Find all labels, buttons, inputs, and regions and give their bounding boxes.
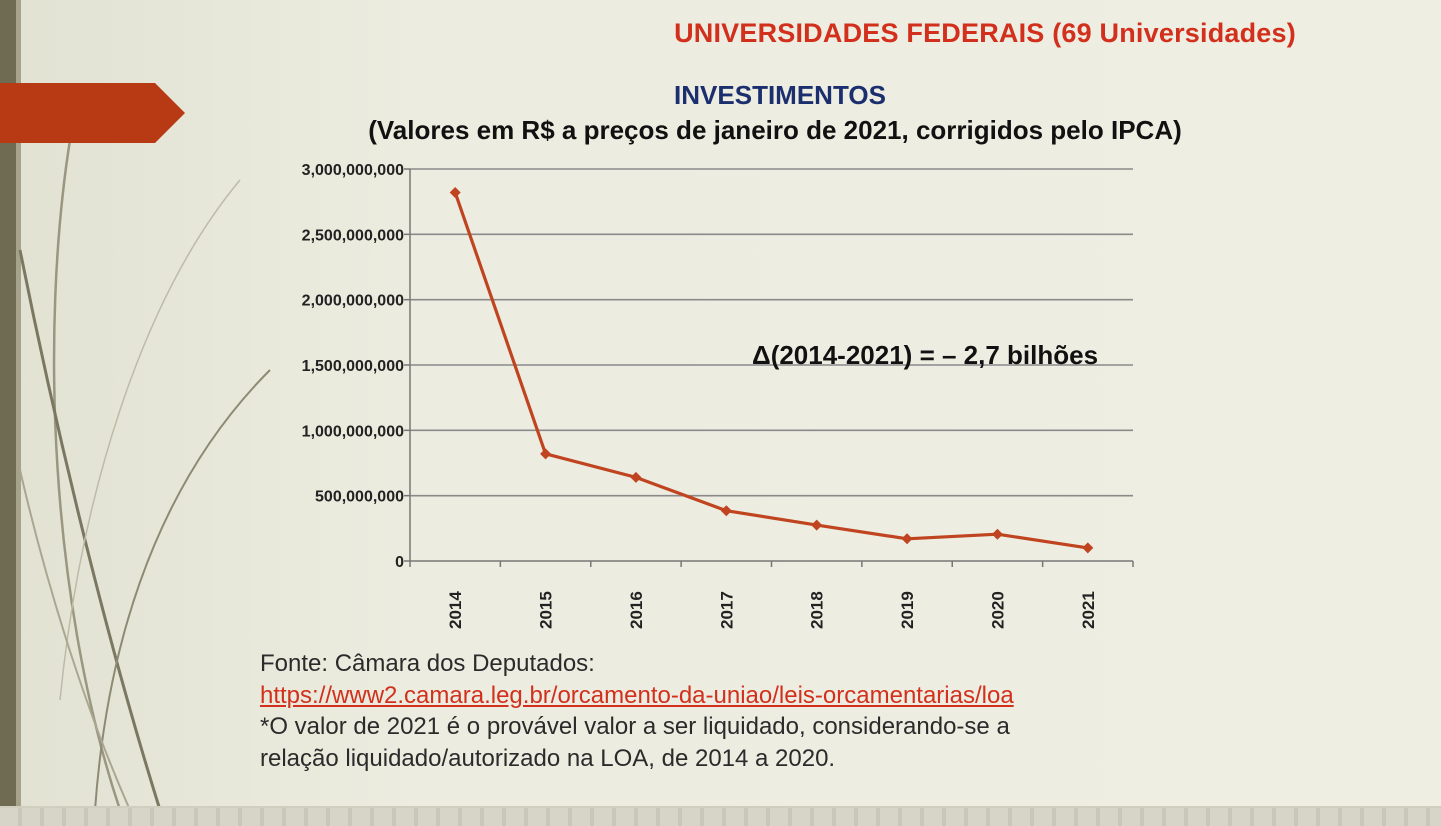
series-line	[453, 191, 1089, 550]
left-border-strip	[0, 0, 16, 826]
y-tick-label: 2,500,000,000	[302, 227, 404, 244]
x-tick-label: 2016	[627, 591, 646, 629]
chart-subtitle: (Valores em R$ a preços de janeiro de 20…	[368, 115, 1182, 145]
y-tick-label: 500,000,000	[315, 489, 404, 506]
y-tick-label: 1,500,000,000	[302, 358, 404, 375]
data-point-marker	[630, 471, 642, 483]
data-point-marker	[449, 187, 461, 199]
chart-gridlines	[410, 168, 1133, 497]
x-tick-label: 2014	[446, 591, 465, 629]
data-point-marker	[811, 519, 823, 531]
x-tick-label: 2021	[1079, 591, 1098, 629]
arrow-banner	[0, 83, 185, 143]
chart-series	[449, 187, 1094, 554]
data-point-marker	[901, 533, 913, 545]
bottom-border	[0, 808, 1441, 826]
y-tick-label: 0	[395, 554, 404, 571]
left-border-inner-strip	[16, 0, 21, 826]
data-point-marker	[720, 505, 732, 517]
source-link[interactable]: https://www2.camara.leg.br/orcamento-da-…	[260, 681, 1014, 709]
chart-axes	[404, 168, 1134, 567]
source-block: Fonte: Câmara dos Deputados: https://www…	[260, 648, 1014, 774]
x-tick-label: 2019	[898, 591, 917, 629]
data-point-marker	[540, 448, 552, 460]
y-axis-tick-labels: 0 500,000,000 1,000,000,000 1,500,000,000 2,…	[302, 162, 404, 571]
chart-annotation-delta: Δ(2014-2021) = – 2,7 bilhões	[752, 340, 1099, 370]
chart-title: INVESTIMENTOS	[674, 80, 886, 110]
data-point-marker	[991, 528, 1003, 540]
data-point-marker	[1082, 542, 1094, 554]
y-tick-label: 2,000,000,000	[302, 293, 404, 310]
decorative-curves	[18, 139, 271, 811]
source-label: Fonte: Câmara dos Deputados:	[260, 650, 595, 677]
x-tick-label: 2015	[537, 591, 556, 629]
bottom-border-line	[0, 806, 1441, 808]
page-header-title: UNIVERSIDADES FEDERAIS (69 Universidades…	[674, 18, 1296, 48]
y-tick-label: 1,000,000,000	[302, 423, 404, 440]
y-tick-label: 3,000,000,000	[302, 162, 404, 179]
x-axis-tick-labels: 2014 2015 2016 2017 2018 2019 2020 2021	[446, 591, 1098, 629]
x-tick-label: 2017	[717, 591, 736, 629]
source-note-line-1: *O valor de 2021 é o provável valor a se…	[260, 713, 1010, 740]
x-tick-label: 2020	[988, 591, 1007, 629]
x-tick-label: 2018	[808, 591, 827, 629]
source-note-line-2: relação liquidado/autorizado na LOA, de …	[260, 744, 836, 772]
